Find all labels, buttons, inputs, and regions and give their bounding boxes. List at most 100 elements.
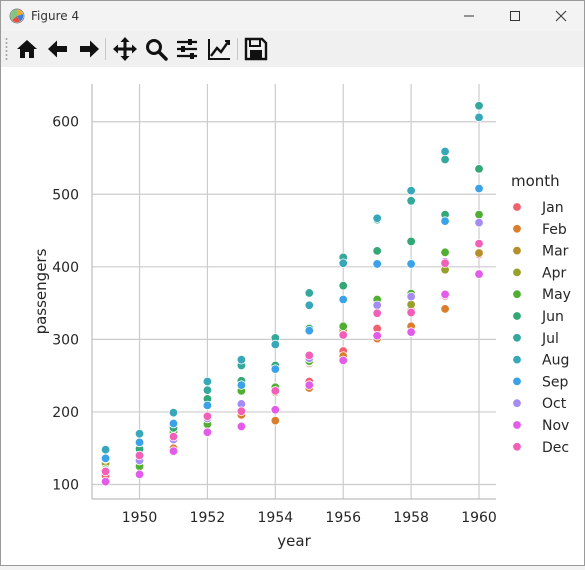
data-point-dec xyxy=(270,386,281,396)
legend-label: Jan xyxy=(541,200,564,216)
data-point-aug xyxy=(406,185,416,196)
data-point-aug xyxy=(338,258,348,268)
matplotlib-icon xyxy=(9,8,25,24)
move-icon xyxy=(113,37,137,61)
data-point-oct xyxy=(474,217,484,228)
data-point-sep xyxy=(372,259,382,269)
arrow-left-icon xyxy=(48,40,67,58)
data-point-sep xyxy=(100,453,111,464)
y-tick-label: 500 xyxy=(52,187,79,203)
data-point-apr xyxy=(406,299,416,310)
data-point-aug xyxy=(168,407,179,418)
data-point-nov xyxy=(474,269,484,279)
pan-button[interactable] xyxy=(112,36,138,62)
data-point-dec xyxy=(406,307,416,318)
data-point-nov xyxy=(338,355,348,366)
data-point-sep xyxy=(440,216,450,226)
y-tick-label: 300 xyxy=(52,332,79,348)
data-point-oct xyxy=(406,291,416,302)
data-point-dec xyxy=(236,406,247,416)
data-point-sep xyxy=(134,437,145,448)
data-point-jun xyxy=(338,280,348,291)
toolbar-separator xyxy=(237,38,238,60)
data-point-nov xyxy=(168,446,179,456)
data-point-oct xyxy=(372,300,382,310)
maximize-button[interactable] xyxy=(492,1,538,31)
data-point-dec xyxy=(372,308,382,318)
data-point-aug xyxy=(440,146,450,157)
data-point-jul xyxy=(440,154,450,165)
y-tick-label: 100 xyxy=(52,477,79,493)
data-point-may xyxy=(338,321,348,332)
y-axis-label: passengers xyxy=(32,248,50,334)
figure-canvas[interactable]: 1950 1952 1954 1956 1958 1960 100 200 300 400 500 6… xyxy=(1,67,584,565)
data-point-feb xyxy=(440,304,450,314)
data-point-feb xyxy=(270,415,281,426)
data-point-sep xyxy=(338,294,348,305)
data-point-may xyxy=(440,247,450,258)
navigation-toolbar xyxy=(1,31,584,67)
zoom-button[interactable] xyxy=(143,36,169,62)
save-button[interactable] xyxy=(243,36,269,62)
subplots-button[interactable] xyxy=(174,36,200,62)
customize-button[interactable] xyxy=(206,36,232,62)
x-tick-label: 1954 xyxy=(258,510,294,526)
y-tick-label: 200 xyxy=(52,405,79,421)
data-point-sep xyxy=(474,183,484,194)
data-point-dec xyxy=(304,350,314,361)
data-point-sep xyxy=(304,325,314,336)
legend-label: Jun xyxy=(541,309,564,325)
data-point-aug xyxy=(270,339,281,350)
window-title: Figure 4 xyxy=(31,9,80,23)
legend-label: May xyxy=(542,287,571,303)
data-point-aug xyxy=(304,300,314,310)
arrow-right-icon xyxy=(80,40,99,58)
data-point-aug xyxy=(236,354,247,365)
back-button[interactable] xyxy=(45,36,71,62)
legend-label: Feb xyxy=(542,222,567,238)
x-tick-label: 1958 xyxy=(393,510,429,526)
legend-label: Nov xyxy=(542,418,569,434)
scatter-chart: 1950 1952 1954 1956 1958 1960 100 200 300 400 500 6… xyxy=(32,84,571,550)
legend-marker xyxy=(512,398,522,408)
floppy-disk-icon xyxy=(244,37,268,61)
close-icon xyxy=(555,10,567,22)
data-point-nov xyxy=(440,289,450,300)
close-button[interactable] xyxy=(538,1,584,31)
data-point-nov xyxy=(134,469,145,480)
data-point-nov xyxy=(100,476,111,487)
x-axis-label: year xyxy=(277,532,311,550)
data-point-aug xyxy=(202,376,213,387)
forward-button[interactable] xyxy=(76,36,102,62)
legend-title: month xyxy=(511,172,560,190)
data-point-nov xyxy=(304,380,314,390)
home-button[interactable] xyxy=(14,36,40,62)
legend-label: Oct xyxy=(542,396,567,412)
data-point-jul xyxy=(406,196,416,206)
home-icon xyxy=(17,40,37,58)
toolbar-separator xyxy=(105,38,106,60)
data-point-aug xyxy=(372,213,382,223)
legend-marker xyxy=(512,202,522,212)
data-point-sep xyxy=(406,259,416,269)
legend-marker xyxy=(512,289,522,299)
minimize-button[interactable] xyxy=(446,1,492,31)
legend-label: Mar xyxy=(542,244,569,260)
data-point-may xyxy=(474,209,484,220)
data-point-jun xyxy=(406,236,416,247)
maximize-icon xyxy=(510,11,520,21)
title-bar[interactable]: Figure 4 xyxy=(1,1,584,31)
data-point-aug xyxy=(100,444,111,455)
data-point-sep xyxy=(270,364,281,374)
toolbar-grip-icon[interactable] xyxy=(5,37,8,63)
line-chart-icon xyxy=(208,39,230,60)
data-point-jul xyxy=(304,288,314,298)
y-tick-label: 600 xyxy=(52,115,79,131)
legend-label: Apr xyxy=(542,265,566,281)
x-tick-label: 1950 xyxy=(122,510,158,526)
data-point-sep xyxy=(168,418,179,429)
y-tick-label: 400 xyxy=(52,260,79,276)
data-point-nov xyxy=(270,405,281,415)
data-point-nov xyxy=(372,331,382,341)
